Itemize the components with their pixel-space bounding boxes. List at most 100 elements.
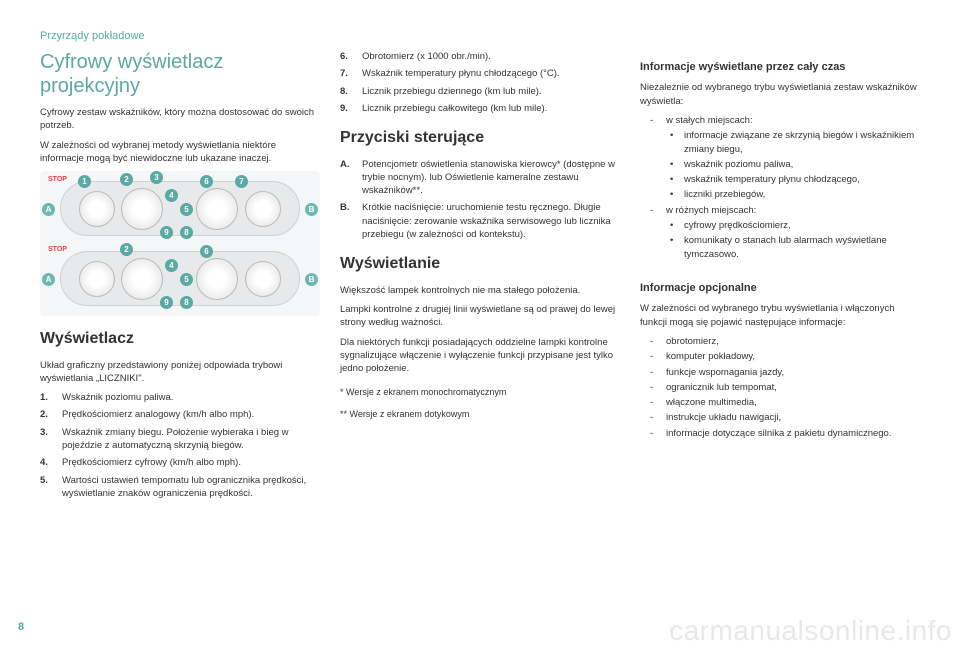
bullet-sub: •informacje związane ze skrzynią biegów … [640,129,920,156]
gauge-icon [245,261,281,297]
list-text: Wskaźnik poziomu paliwa. [62,391,320,404]
intro-text-2: W zależności od wybranej metody wyświetl… [40,139,320,166]
footnote-2: ** Wersje z ekranem dotykowym [340,408,620,421]
callout-8: 8 [180,226,193,239]
list-num: 3. [40,426,62,453]
list-item: 1.Wskaźnik poziomu paliwa. [40,391,320,404]
sub-text: wskaźnik poziomu paliwa, [684,158,920,171]
main-title: Cyfrowy wyświetlacz projekcyjny [40,50,320,98]
display-heading-2: Wyświetlanie [340,253,620,275]
gauge-icon [245,191,281,227]
gauge-icon [79,191,115,227]
sub-text: liczniki przebiegów, [684,188,920,201]
bullet-text: włączone multimedia, [666,396,920,409]
list-item: 3.Wskaźnik zmiany biegu. Położenie wybie… [40,426,320,453]
bullet-text: ogranicznik lub tempomat, [666,381,920,394]
callout-a: A [42,273,55,286]
sub-text: komunikaty o stanach lub alarmach wyświe… [684,234,920,261]
list-item: 8.Licznik przebiegu dziennego (km lub mi… [340,85,620,98]
bullet-item: -w różnych miejscach: [640,204,920,217]
stop-label-bottom: STOP [48,245,67,255]
list-letter: A. [340,158,362,198]
display-text: Lampki kontrolne z drugiej linii wyświet… [340,303,620,330]
watermark: carmanualsonline.info [669,615,960,649]
list-num: 1. [40,391,62,404]
stop-label-top: STOP [48,175,67,185]
display-subtext: Układ graficzny przedstawiony poniżej od… [40,359,320,386]
list-item: 9.Licznik przebiegu całkowitego (km lub … [340,102,620,115]
bullet-text: funkcje wspomagania jazdy, [666,366,920,379]
bullet-item: -w stałych miejscach: [640,114,920,127]
display-text: Większość lampek kontrolnych nie ma stał… [340,284,620,297]
sub-text: informacje związane ze skrzynią biegów i… [684,129,920,156]
list-num: 2. [40,408,62,421]
list-num: 4. [40,456,62,469]
bullet-sub: •wskaźnik temperatury płynu chłodzącego, [640,173,920,186]
section-header: Przyrządy pokładowe [40,30,920,42]
bullet-text: informacje dotyczące silnika z pakietu d… [666,427,920,440]
list-item: A.Potencjometr oświetlenia stanowiska ki… [340,158,620,198]
bullet-item: -informacje dotyczące silnika z pakietu … [640,427,920,440]
callout-a: A [42,203,55,216]
bullet-sub: •liczniki przebiegów, [640,188,920,201]
list-text: Wskaźnik zmiany biegu. Położenie wybiera… [62,426,320,453]
column-1: Cyfrowy wyświetlacz projekcyjny Cyfrowy … [40,50,320,629]
footnote-1: * Wersje z ekranem monochromatycznym [340,386,620,399]
gauge-icon [196,258,238,300]
list-item: 4.Prędkościomierz cyfrowy (km/h albo mph… [40,456,320,469]
bullet-sub: •wskaźnik poziomu paliwa, [640,158,920,171]
gauge-icon [196,188,238,230]
list-text: Wartości ustawień tempomatu lub ogranicz… [62,474,320,501]
display-text: Dla niektórych funkcji posiadających odd… [340,336,620,376]
intro-text-1: Cyfrowy zestaw wskaźników, który można d… [40,106,320,133]
list-item: 7.Wskaźnik temperatury płynu chłodzącego… [340,67,620,80]
controls-heading: Przyciski sterujące [340,127,620,149]
callout-b: B [305,273,318,286]
bullet-item: -ogranicznik lub tempomat, [640,381,920,394]
bullet-text: komputer pokładowy, [666,350,920,363]
gauge-icon [121,258,163,300]
list-item: 5.Wartości ustawień tempomatu lub ograni… [40,474,320,501]
gauge-icon [121,188,163,230]
sub-text: cyfrowy prędkościomierz, [684,219,920,232]
permanent-info-heading: Informacje wyświetlane przez cały czas [640,60,920,75]
list-num: 9. [340,102,362,115]
list-num: 7. [340,67,362,80]
bullet-label: w różnych miejscach: [666,204,920,217]
optional-info-heading: Informacje opcjonalne [640,281,920,296]
bullet-item: -funkcje wspomagania jazdy, [640,366,920,379]
column-3: Informacje wyświetlane przez cały czas N… [640,50,920,629]
bullet-sub: •komunikaty o stanach lub alarmach wyświ… [640,234,920,261]
list-num: 5. [40,474,62,501]
display-heading: Wyświetlacz [40,328,320,350]
list-text: Licznik przebiegu dziennego (km lub mile… [362,85,620,98]
list-num: 8. [340,85,362,98]
bullet-item: -obrotomierz, [640,335,920,348]
page-number: 8 [18,621,24,633]
column-2: 6.Obrotomierz (x 1000 obr./min). 7.Wskaź… [340,50,620,629]
gauge-icon [79,261,115,297]
bullet-item: -komputer pokładowy, [640,350,920,363]
bullet-label: w stałych miejscach: [666,114,920,127]
callout-b: B [305,203,318,216]
bullet-text: obrotomierz, [666,335,920,348]
list-item: 6.Obrotomierz (x 1000 obr./min). [340,50,620,63]
permanent-info-intro: Niezależnie od wybranego trybu wyświetla… [640,81,920,108]
optional-info-intro: W zależności od wybranego trybu wyświetl… [640,302,920,329]
list-letter: B. [340,201,362,241]
list-text: Prędkościomierz analogowy (km/h albo mph… [62,408,320,421]
list-item: B.Krótkie naciśnięcie: uruchomienie test… [340,201,620,241]
dashboard-diagram: STOP A B 1 2 3 4 5 6 7 8 9 STOP [40,171,320,316]
callout-8: 8 [180,296,193,309]
callout-9: 9 [160,226,173,239]
bullet-text: instrukcje układu nawigacji, [666,411,920,424]
bullet-item: -instrukcje układu nawigacji, [640,411,920,424]
list-text: Licznik przebiegu całkowitego (km lub mi… [362,102,620,115]
sub-text: wskaźnik temperatury płynu chłodzącego, [684,173,920,186]
list-text: Obrotomierz (x 1000 obr./min). [362,50,620,63]
list-text: Potencjometr oświetlenia stanowiska kier… [362,158,620,198]
list-text: Wskaźnik temperatury płynu chłodzącego (… [362,67,620,80]
list-num: 6. [340,50,362,63]
list-item: 2.Prędkościomierz analogowy (km/h albo m… [40,408,320,421]
bullet-sub: •cyfrowy prędkościomierz, [640,219,920,232]
